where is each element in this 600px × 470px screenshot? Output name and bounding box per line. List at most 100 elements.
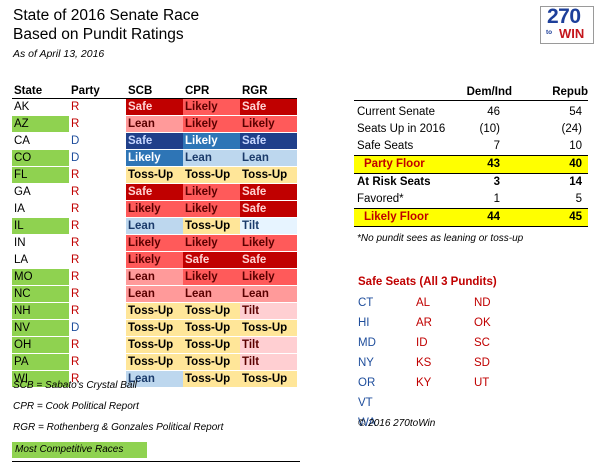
safe-seat-state: VT [358,397,373,409]
safe-rep-column-2: ND OK SC SD UT [474,293,491,393]
state-party: R [69,251,126,269]
summary-header-dem: Dem/Ind [466,86,512,98]
summary-rep-value: 5 [575,193,582,205]
rgr-rating: Tilt [240,217,297,235]
cpr-rating: Toss-Up [183,302,240,320]
state-row: AZ R Lean Likely Likely [12,115,297,133]
cpr-rating: Toss-Up [183,370,240,388]
header-cpr: CPR [185,85,210,97]
state-row: NV D Toss-Up Toss-Up Toss-Up [12,319,297,337]
rgr-rating: Safe [240,251,297,269]
summary-label: Likely Floor [364,211,429,223]
summary-safe-seats: Safe Seats 7 10 [354,138,588,155]
cpr-rating: Safe [183,251,240,269]
state-code: AK [12,98,69,116]
scb-rating: Lean [126,370,183,388]
state-row: FL R Toss-Up Toss-Up Toss-Up [12,166,297,184]
safe-seat-state: OR [358,377,376,389]
summary-dem-value: 1 [493,193,500,205]
state-code: NC [12,285,69,303]
scb-rating: Toss-Up [126,302,183,320]
scb-rating: Toss-Up [126,336,183,354]
legend-scb: SCB = Sabato's Crystal Ball [13,380,137,391]
cpr-rating: Lean [183,285,240,303]
state-code: IL [12,217,69,235]
ratings-header-row: State Party SCB CPR RGR [12,84,297,99]
safe-seat-state: HI [358,317,370,329]
state-code: MO [12,268,69,286]
ratings-table: State Party SCB CPR RGR AK R Safe Likely Saf… [12,84,297,388]
state-row: IL R Lean Toss-Up Tilt [12,217,297,235]
state-row: PA R Toss-Up Toss-Up Tilt [12,353,297,371]
summary-rep-value: 14 [569,176,582,188]
safe-seat-state: ID [416,337,428,349]
summary-dem-value: 44 [487,211,500,223]
legend-cpr: CPR = Cook Political Report [13,401,139,412]
state-row: OH R Toss-Up Toss-Up Tilt [12,336,297,354]
scb-rating: Lean [126,268,183,286]
summary-label: Seats Up in 2016 [357,123,446,135]
scb-rating: Likely [126,149,183,167]
state-row: MO R Lean Likely Likely [12,268,297,286]
state-row: CA D Safe Likely Safe [12,132,297,150]
scb-rating: Toss-Up [126,319,183,337]
safe-seat-state: OK [474,317,491,329]
cpr-rating: Toss-Up [183,217,240,235]
state-party: D [69,319,126,337]
state-party: R [69,353,126,371]
state-party: R [69,336,126,354]
state-party: R [69,217,126,235]
scb-rating: Safe [126,183,183,201]
safe-seat-state: SD [474,357,490,369]
safe-seat-state: AR [416,317,432,329]
state-code: CO [12,149,69,167]
header-party: Party [71,85,100,97]
cpr-rating: Likely [183,268,240,286]
safe-dem-column: CT HI MD NY OR VT WA [358,293,376,433]
safe-seat-state: CT [358,297,374,309]
cpr-rating: Lean [183,149,240,167]
rgr-rating: Likely [240,234,297,252]
cpr-rating: Likely [183,115,240,133]
state-code: IA [12,200,69,218]
cpr-rating: Toss-Up [183,353,240,371]
rgr-rating: Safe [240,132,297,150]
legend-rgr: RGR = Rothenberg & Gonzales Political Re… [13,422,224,433]
logo-number: 270 [547,5,581,28]
header-scb: SCB [128,85,153,97]
state-party: R [69,234,126,252]
rgr-rating: Toss-Up [240,370,297,388]
summary-header-row: Dem/Ind Repub [354,84,588,101]
state-party: R [69,302,126,320]
summary-label: Party Floor [364,158,425,170]
state-code: WI [12,370,69,388]
rgr-rating: Safe [240,200,297,218]
scb-rating: Likely [126,200,183,218]
summary-dem-value: 7 [493,140,500,152]
cpr-rating: Toss-Up [183,336,240,354]
as-of-date: As of April 13, 2016 [13,48,105,60]
state-row: GA R Safe Likely Safe [12,183,297,201]
summary-rep-value: (24) [561,123,582,135]
state-party: R [69,98,126,116]
summary-dem-value: 43 [487,158,500,170]
state-row: CO D Likely Lean Lean [12,149,297,167]
rgr-rating: Safe [240,98,297,116]
summary-likely-floor: Likely Floor 44 45 [354,208,588,227]
scb-rating: Lean [126,115,183,133]
scb-rating: Toss-Up [126,166,183,184]
logo-to: to [546,29,553,36]
safe-seat-state: SC [474,337,490,349]
page-subtitle: Based on Pundit Ratings [13,26,184,43]
summary-label: Favored* [357,193,404,205]
cpr-rating: Likely [183,98,240,116]
state-code: FL [12,166,69,184]
state-party: R [69,285,126,303]
state-party: R [69,200,126,218]
state-code: PA [12,353,69,371]
state-row: NC R Lean Lean Lean [12,285,297,303]
rgr-rating: Toss-Up [240,166,297,184]
state-party: R [69,370,126,388]
safe-seat-state: MD [358,337,376,349]
summary-rep-value: 10 [569,140,582,152]
